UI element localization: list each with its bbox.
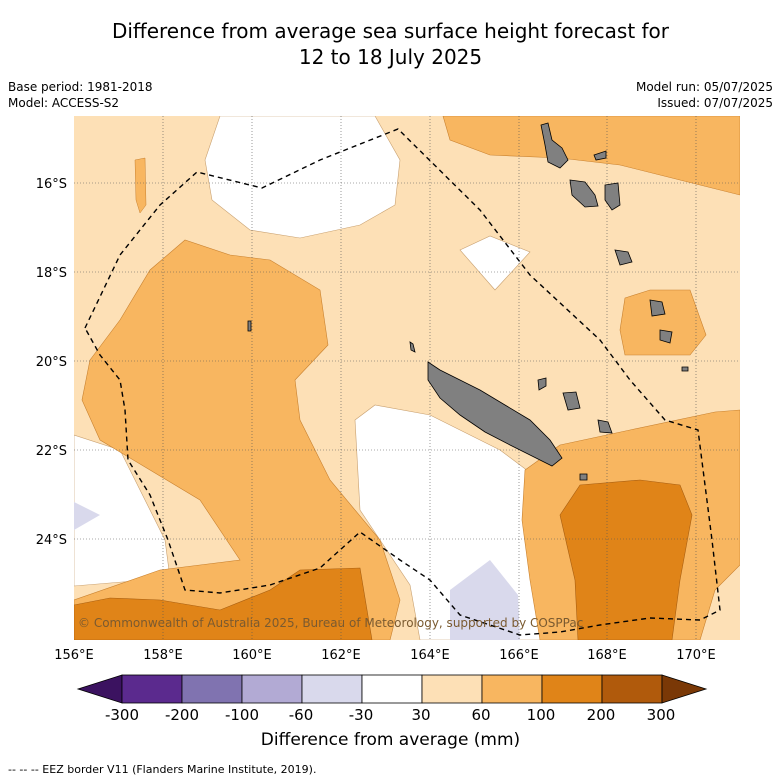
cbar-tick: -200 xyxy=(165,706,199,724)
new-caledonia-main-island xyxy=(427,361,563,467)
small-island-center xyxy=(537,377,547,391)
anomaly-neutral-north xyxy=(204,116,401,239)
cbar-tick: -30 xyxy=(349,706,374,724)
title-line-1: Difference from average sea surface heig… xyxy=(111,19,670,43)
lon-label-168e: 168°E xyxy=(587,648,627,663)
colorbar-segment xyxy=(361,674,423,704)
anomaly-negative-south xyxy=(450,560,520,640)
anomaly-100-200-east xyxy=(559,479,693,640)
colorbar-segment xyxy=(301,674,363,704)
lat-label-24s: 24°S xyxy=(36,533,67,548)
lon-label-156e: 156°E xyxy=(54,648,94,663)
cbar-tick: 300 xyxy=(647,706,676,724)
meta-right: Model run: 05/07/2025 Issued: 07/07/2025 xyxy=(636,79,773,111)
anomaly-60-100-east xyxy=(619,289,707,356)
colorbar-segment xyxy=(421,674,483,704)
copyright-text: © Commonwealth of Australia 2025, Bureau… xyxy=(78,616,583,630)
anomaly-60-100-strip xyxy=(134,157,147,214)
lat-label-22s: 22°S xyxy=(36,444,67,459)
colorbar-extend-low xyxy=(76,674,123,704)
colorbar-segment xyxy=(481,674,543,704)
issued-date: Issued: 07/07/2025 xyxy=(657,96,773,110)
latitude-labels: 16°S 18°S 20°S 22°S 24°S xyxy=(36,177,67,548)
land-masses xyxy=(247,122,689,481)
colorbar-extend-high xyxy=(661,674,708,704)
small-reef-island xyxy=(409,341,416,353)
isle-of-pines xyxy=(579,473,588,481)
eez-border xyxy=(84,128,721,636)
lat-label-16s: 16°S xyxy=(36,177,67,192)
loyalty-island-4 xyxy=(597,419,613,434)
map-plot-area: © Commonwealth of Australia 2025, Bureau… xyxy=(74,116,740,640)
small-island-west xyxy=(247,320,252,332)
cbar-tick: 60 xyxy=(471,706,490,724)
map-title: Difference from average sea surface heig… xyxy=(0,18,781,70)
lon-label-170e: 170°E xyxy=(676,648,716,663)
lon-label-158e: 158°E xyxy=(143,648,183,663)
anomaly-negative-west xyxy=(74,502,100,530)
eez-border-note: -- -- -- EEZ border V11 (Flanders Marine… xyxy=(8,763,317,776)
base-period: Base period: 1981-2018 xyxy=(8,80,153,94)
small-island-east xyxy=(681,366,689,372)
anomaly-60-100-west xyxy=(74,239,401,640)
longitude-labels: 156°E 158°E 160°E 162°E 164°E 166°E 168°… xyxy=(54,648,716,663)
lat-label-18s: 18°S xyxy=(36,266,67,281)
title-line-2: 12 to 18 July 2025 xyxy=(298,45,483,69)
colorbar-segment xyxy=(181,674,243,704)
anomaly-100-200-south xyxy=(74,567,373,640)
lon-label-166e: 166°E xyxy=(499,648,539,663)
vanuatu-island-5 xyxy=(614,249,633,266)
colorbar-label: Difference from average (mm) xyxy=(260,730,521,750)
loyalty-island-1 xyxy=(649,299,666,317)
loyalty-island-2 xyxy=(659,329,673,344)
colorbar-tick-labels: -300 -200 -100 -60 -30 30 60 100 200 300 xyxy=(105,706,675,724)
model-name: Model: ACCESS-S2 xyxy=(8,96,120,110)
lon-label-164e: 164°E xyxy=(410,648,450,663)
lat-label-20s: 20°S xyxy=(36,355,67,370)
colorbar-segment xyxy=(541,674,603,704)
lon-label-160e: 160°E xyxy=(232,648,272,663)
vanuatu-island-4 xyxy=(593,150,607,161)
cbar-tick: 100 xyxy=(527,706,556,724)
lon-label-162e: 162°E xyxy=(321,648,361,663)
colorbar-segment xyxy=(121,674,183,704)
colorbar-segment xyxy=(601,674,663,704)
loyalty-island-3 xyxy=(562,391,581,411)
vanuatu-island-1 xyxy=(540,122,569,169)
cbar-tick: -60 xyxy=(289,706,314,724)
meta-left: Base period: 1981-2018 Model: ACCESS-S2 xyxy=(8,79,153,111)
model-run: Model run: 05/07/2025 xyxy=(635,80,773,94)
colorbar xyxy=(76,674,708,704)
cbar-tick: 200 xyxy=(587,706,616,724)
cbar-tick: -100 xyxy=(225,706,259,724)
cbar-tick: 30 xyxy=(411,706,430,724)
vanuatu-island-3 xyxy=(604,182,621,211)
colorbar-segment xyxy=(241,674,303,704)
cbar-tick: -300 xyxy=(105,706,139,724)
vanuatu-island-2 xyxy=(569,179,599,208)
anomaly-60-100-northeast xyxy=(442,116,740,196)
anomaly-neutral-small xyxy=(459,235,531,291)
